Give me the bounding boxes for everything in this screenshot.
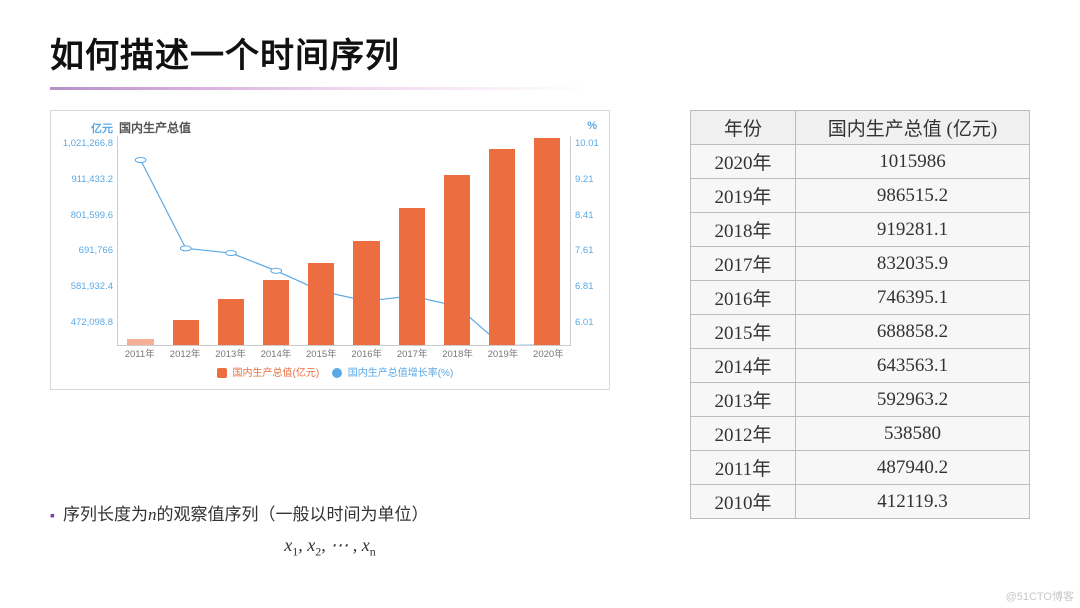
title-underline	[50, 87, 1030, 90]
page-title: 如何描述一个时间序列	[50, 28, 1030, 77]
bar	[399, 208, 425, 345]
x-tick: 2015年	[299, 346, 344, 360]
table-row: 2017年832035.9	[691, 247, 1030, 281]
bar	[489, 149, 515, 345]
legend-line-label: 国内生产总值增长率(%)	[348, 368, 454, 379]
cell-year: 2012年	[691, 417, 796, 451]
chart-header: 亿元 国内生产总值	[59, 119, 601, 136]
content-row: 亿元 国内生产总值 % 1,021,266.8 911,433.2 801,599.…	[50, 110, 1030, 560]
bar	[127, 339, 153, 345]
slide: 如何描述一个时间序列 亿元 国内生产总值 % 1,021,266.8 911,43…	[0, 0, 1080, 608]
table-row: 2016年746395.1	[691, 281, 1030, 315]
legend-line-swatch	[332, 368, 342, 378]
y-left-unit: 亿元	[91, 120, 113, 136]
sequence-formula: x1, x2, ⋯ , xn	[50, 535, 610, 560]
table-row: 2013年592963.2	[691, 383, 1030, 417]
cell-year: 2013年	[691, 383, 796, 417]
bar	[263, 280, 289, 345]
cell-year: 2010年	[691, 485, 796, 519]
cell-year: 2017年	[691, 247, 796, 281]
y-left-tick: 581,932.4	[59, 281, 113, 292]
x-tick: 2017年	[389, 346, 434, 360]
cell-gdp: 487940.2	[796, 451, 1030, 485]
table-row: 2010年412119.3	[691, 485, 1030, 519]
table-row: 2014年643563.1	[691, 349, 1030, 383]
cell-year: 2014年	[691, 349, 796, 383]
table-row: 2019年986515.2	[691, 179, 1030, 213]
y-left-tick: 1,021,266.8	[59, 138, 113, 149]
bar	[218, 299, 244, 345]
gdp-chart: 亿元 国内生产总值 % 1,021,266.8 911,433.2 801,599.…	[50, 110, 610, 390]
table-header-gdp: 国内生产总值 (亿元)	[796, 111, 1030, 145]
y-left-tick: 911,433.2	[59, 174, 113, 185]
x-tick: 2020年	[526, 346, 571, 360]
table-row: 2018年919281.1	[691, 213, 1030, 247]
cell-gdp: 832035.9	[796, 247, 1030, 281]
y-left-tick: 472,098.8	[59, 317, 113, 328]
table-row: 2020年1015986	[691, 145, 1030, 179]
plot-canvas	[117, 136, 571, 346]
y-right-tick: 6.81	[575, 281, 601, 292]
y-right-tick: 9.21	[575, 174, 601, 185]
bullet-text: 序列长度为n的观察值序列（一般以时间为单位）	[63, 500, 429, 525]
bar	[353, 241, 379, 345]
cell-year: 2011年	[691, 451, 796, 485]
x-axis: 2011年2012年2013年2014年2015年2016年2017年2018年…	[59, 346, 601, 360]
cell-gdp: 643563.1	[796, 349, 1030, 383]
table-row: 2011年487940.2	[691, 451, 1030, 485]
cell-year: 2018年	[691, 213, 796, 247]
bullet-item: ▪ 序列长度为n的观察值序列（一般以时间为单位）	[50, 500, 610, 525]
chart-legend: 国内生产总值(亿元) 国内生产总值增长率(%)	[59, 364, 601, 379]
x-tick: 2016年	[344, 346, 389, 360]
cell-gdp: 412119.3	[796, 485, 1030, 519]
table-row: 2015年688858.2	[691, 315, 1030, 349]
x-tick: 2012年	[162, 346, 207, 360]
bullet-dot-icon: ▪	[50, 508, 55, 522]
cell-gdp: 538580	[796, 417, 1030, 451]
x-tick: 2014年	[253, 346, 298, 360]
bar	[444, 175, 470, 345]
cell-gdp: 919281.1	[796, 213, 1030, 247]
x-tick: 2019年	[480, 346, 525, 360]
table-row: 2012年538580	[691, 417, 1030, 451]
cell-year: 2020年	[691, 145, 796, 179]
cell-gdp: 1015986	[796, 145, 1030, 179]
cell-gdp: 688858.2	[796, 315, 1030, 349]
cell-gdp: 592963.2	[796, 383, 1030, 417]
y-right-tick: 6.01	[575, 317, 601, 328]
table-header-year: 年份	[691, 111, 796, 145]
x-tick: 2013年	[208, 346, 253, 360]
bar	[308, 263, 334, 345]
cell-gdp: 746395.1	[796, 281, 1030, 315]
y-right-unit: %	[587, 120, 597, 132]
y-right-tick: 7.61	[575, 245, 601, 256]
cell-gdp: 986515.2	[796, 179, 1030, 213]
right-column: 年份 国内生产总值 (亿元) 2020年10159862019年986515.2…	[690, 110, 1030, 560]
watermark: @51CTO博客	[1006, 588, 1074, 604]
bar	[534, 138, 560, 345]
chart-title: 国内生产总值	[119, 119, 191, 136]
cell-year: 2016年	[691, 281, 796, 315]
x-tick: 2018年	[435, 346, 480, 360]
plot-area: % 1,021,266.8911,433.2801,599.6691,76658…	[59, 136, 601, 346]
y-axis-left: 1,021,266.8 911,433.2 801,599.6 691,766 581,…	[59, 136, 117, 346]
left-column: 亿元 国内生产总值 % 1,021,266.8 911,433.2 801,599.…	[50, 110, 610, 560]
y-right-tick: 10.01	[575, 138, 601, 149]
legend-bar-label: 国内生产总值(亿元)	[232, 368, 319, 379]
y-left-tick: 801,599.6	[59, 210, 113, 221]
cell-year: 2015年	[691, 315, 796, 349]
gdp-table: 年份 国内生产总值 (亿元) 2020年10159862019年986515.2…	[690, 110, 1030, 519]
y-axis-right: 10.01 9.21 8.41 7.61 6.81 6.01	[571, 136, 601, 346]
cell-year: 2019年	[691, 179, 796, 213]
bullet-list: ▪ 序列长度为n的观察值序列（一般以时间为单位） x1, x2, ⋯ , xn	[50, 500, 610, 560]
y-left-tick: 691,766	[59, 245, 113, 256]
x-tick: 2011年	[117, 346, 162, 360]
y-right-tick: 8.41	[575, 210, 601, 221]
bar	[173, 320, 199, 345]
legend-bar-swatch	[217, 368, 227, 378]
